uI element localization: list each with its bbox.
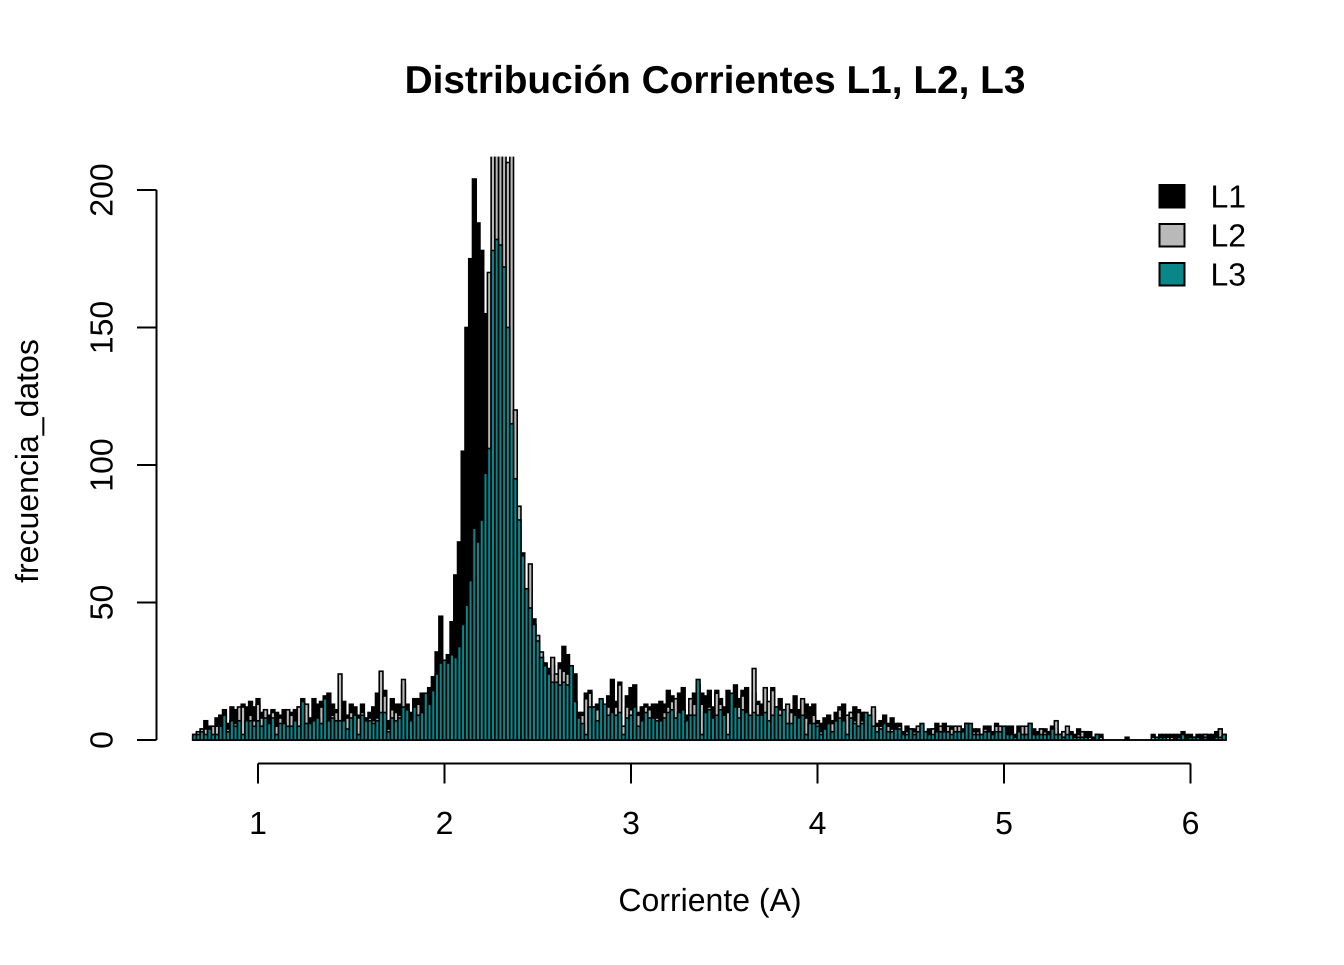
svg-text:4: 4 <box>809 805 827 841</box>
svg-text:Corriente (A): Corriente (A) <box>618 882 801 918</box>
svg-text:2: 2 <box>436 805 454 841</box>
svg-text:100: 100 <box>84 438 120 491</box>
svg-text:150: 150 <box>84 301 120 354</box>
svg-text:L1: L1 <box>1211 179 1247 215</box>
svg-text:3: 3 <box>622 805 640 841</box>
svg-text:L2: L2 <box>1211 218 1247 254</box>
svg-text:1: 1 <box>249 805 267 841</box>
svg-text:0: 0 <box>84 731 120 749</box>
svg-text:200: 200 <box>84 163 120 216</box>
svg-text:6: 6 <box>1182 805 1200 841</box>
svg-text:L3: L3 <box>1211 257 1247 293</box>
svg-text:frecuencia_datos: frecuencia_datos <box>9 339 45 583</box>
svg-text:5: 5 <box>995 805 1013 841</box>
svg-text:Distribución Corrientes L1, L2: Distribución Corrientes L1, L2, L3 <box>405 59 1026 102</box>
svg-text:50: 50 <box>84 585 120 621</box>
